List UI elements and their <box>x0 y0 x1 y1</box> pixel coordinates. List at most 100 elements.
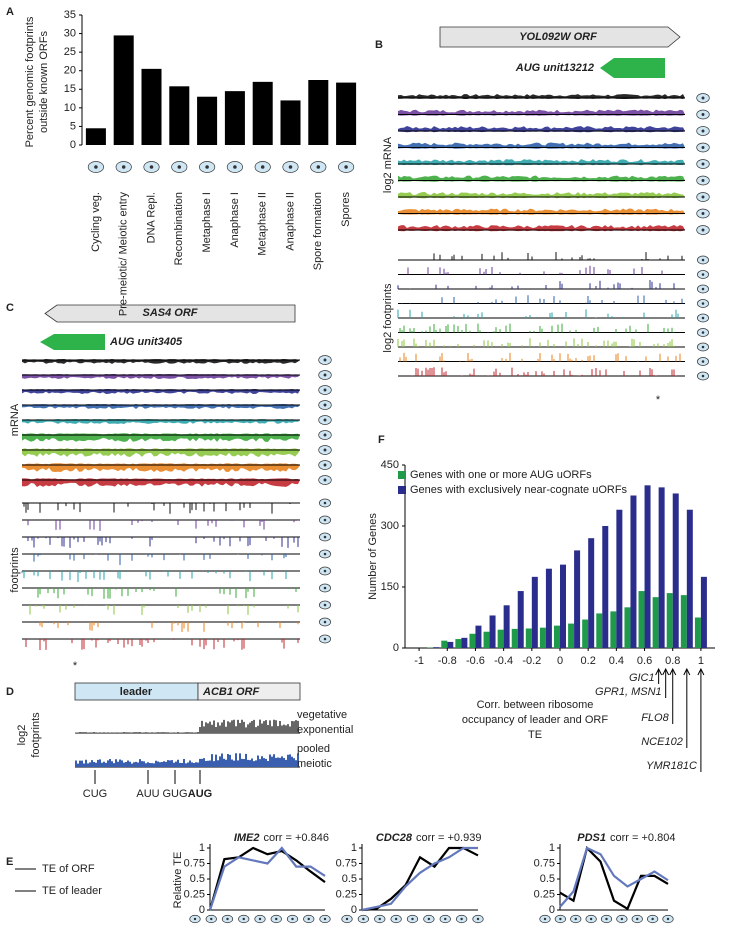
panel-letter: E <box>6 856 13 868</box>
bar <box>630 495 637 648</box>
bar <box>560 564 566 648</box>
x-tick-label: -0.6 <box>466 655 485 667</box>
track-group-label: log2 footprints <box>382 283 394 353</box>
orf-arrow <box>439 26 681 48</box>
x-tick-label: Recombination <box>173 192 185 265</box>
bar <box>602 526 609 648</box>
x-tick-label: -1 <box>414 655 424 667</box>
stage-icon-dot <box>651 917 654 921</box>
y-tick-label: 1 <box>351 842 357 854</box>
panel-letter: F <box>378 434 385 446</box>
y-tick-label: 0.25 <box>184 888 205 900</box>
bar <box>638 591 645 648</box>
stage-icon-dot <box>177 165 182 169</box>
stage-icon-dot <box>701 360 705 363</box>
x-tick-label: DNA Repl. <box>145 192 157 243</box>
y-tick-label: 0.75 <box>184 857 205 869</box>
stage-icon-dot <box>701 316 705 320</box>
bar <box>308 80 329 145</box>
legend-label: Genes with one or more AUG uORFs <box>410 469 592 481</box>
track-label: exponential <box>297 724 353 736</box>
footprint-track <box>399 352 681 362</box>
footprint-track <box>37 588 297 599</box>
y-tick-label: 35 <box>64 9 76 21</box>
line-series <box>361 846 479 912</box>
footprint-track <box>39 622 299 632</box>
codon-label: GUG <box>162 788 187 800</box>
stage-icon-dot <box>559 917 562 921</box>
bar <box>680 595 687 648</box>
stage-icon-dot <box>323 917 327 921</box>
footprint-track <box>75 719 299 733</box>
x-tick-label: -0.8 <box>438 655 457 667</box>
panel-letter: B <box>375 39 383 51</box>
stage-icon-dot <box>701 195 705 199</box>
stage-icon-dot <box>323 518 327 522</box>
stage-icon-dot <box>701 331 705 334</box>
arrow-head <box>662 667 670 676</box>
orf-label: ACB1 ORF <box>202 686 260 698</box>
stage-icon-dot <box>323 463 327 467</box>
y-tick-label: 15 <box>64 83 76 95</box>
stage-icon-dot <box>411 917 414 921</box>
marker: * <box>73 660 78 672</box>
stage-icon-dot <box>149 165 154 169</box>
x-tick-label: Anaphase II <box>284 192 296 251</box>
x-tick-label: 0.8 <box>665 655 680 667</box>
stage-icon-dot <box>701 302 705 305</box>
stage-icon-dot <box>242 917 245 921</box>
bar <box>336 82 357 145</box>
footprint-track <box>397 309 679 318</box>
bar <box>252 81 273 145</box>
track-label: vegetative <box>297 709 347 721</box>
stage-icon-dot <box>701 273 705 276</box>
x-tick-label: 0 <box>557 655 563 667</box>
panel-letter: A <box>6 6 14 18</box>
bar <box>461 637 468 648</box>
stage-icon-dot <box>323 501 327 505</box>
chart-annotation: corr = +0.846 <box>264 832 329 844</box>
footprint-track <box>407 265 675 275</box>
stage-icon-dot <box>193 917 197 921</box>
stage-icon-dot <box>323 388 327 392</box>
stage-icon-dot <box>543 917 547 921</box>
footprint-track <box>21 571 287 582</box>
footprint-track <box>25 537 299 548</box>
footprint-track <box>23 503 291 514</box>
stage-icon-dot <box>701 146 705 149</box>
legend-swatch <box>398 486 406 494</box>
line-series <box>361 846 478 912</box>
bar <box>582 619 589 648</box>
stage-icon-dot <box>323 637 327 641</box>
stage-icon-dot <box>323 552 327 556</box>
axis-title: log2 <box>16 725 28 746</box>
stage-icon-dot <box>701 374 705 378</box>
bar <box>624 607 631 648</box>
y-tick-label: 0.75 <box>336 857 357 869</box>
chart-annotation: corr = +0.939 <box>416 832 481 844</box>
y-tick-label: 25 <box>64 46 76 58</box>
bar <box>85 128 106 145</box>
codon-label: AUU <box>136 788 159 800</box>
bar <box>525 628 532 648</box>
bar <box>686 509 693 648</box>
y-tick-label: 30 <box>64 27 76 39</box>
arrow-head <box>655 667 663 676</box>
bar <box>568 623 575 648</box>
line-series <box>559 846 669 908</box>
gene-annotation: GPR1, MSN1 <box>595 686 662 698</box>
stage-icon-dot <box>275 917 278 921</box>
stage-icon-dot <box>701 228 705 232</box>
line-series <box>208 846 326 911</box>
y-tick-label: 0 <box>351 904 357 916</box>
stage-icon-dot <box>620 917 624 921</box>
stage-icon-dot <box>636 917 639 921</box>
uorf-arrow <box>40 334 105 350</box>
legend-label: Genes with exclusively near-cognate uORF… <box>410 484 628 496</box>
x-tick-label: Anaphase I <box>229 192 241 248</box>
y-tick-label: 300 <box>381 520 399 532</box>
stage-icon-dot <box>701 179 705 182</box>
footprint-track <box>25 639 299 650</box>
stage-icon-dot <box>226 917 229 921</box>
